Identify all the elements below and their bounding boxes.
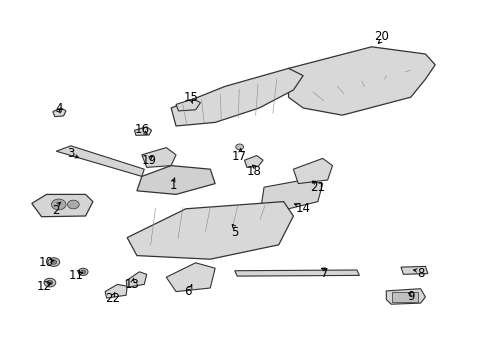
Text: 22: 22: [105, 292, 120, 305]
Polygon shape: [400, 266, 427, 274]
Bar: [391, 292, 417, 302]
Text: 11: 11: [68, 269, 83, 282]
Polygon shape: [244, 156, 263, 167]
Polygon shape: [32, 194, 93, 217]
Circle shape: [78, 268, 88, 275]
Polygon shape: [171, 68, 303, 126]
Polygon shape: [53, 108, 66, 117]
Text: 7: 7: [321, 267, 328, 280]
Polygon shape: [288, 47, 434, 115]
Text: 2: 2: [52, 204, 60, 217]
Text: 20: 20: [373, 30, 388, 42]
Text: 9: 9: [406, 291, 414, 303]
Circle shape: [81, 270, 85, 274]
Text: 6: 6: [184, 285, 192, 298]
Polygon shape: [105, 284, 127, 298]
Polygon shape: [166, 263, 215, 292]
Polygon shape: [386, 289, 425, 304]
Text: 8: 8: [416, 267, 424, 280]
Polygon shape: [234, 270, 359, 276]
Text: 17: 17: [232, 150, 246, 163]
Polygon shape: [126, 272, 146, 287]
Polygon shape: [137, 166, 215, 194]
Polygon shape: [176, 99, 200, 111]
Text: 16: 16: [134, 123, 149, 136]
Text: 10: 10: [39, 256, 54, 269]
Text: 4: 4: [55, 102, 62, 114]
Polygon shape: [293, 158, 332, 184]
Text: 13: 13: [124, 278, 139, 291]
Circle shape: [48, 258, 60, 266]
Polygon shape: [261, 180, 322, 209]
Circle shape: [235, 144, 243, 150]
Circle shape: [51, 199, 66, 210]
Polygon shape: [134, 127, 151, 135]
Circle shape: [67, 200, 79, 209]
Text: 1: 1: [169, 179, 177, 192]
Text: 3: 3: [67, 147, 75, 159]
Text: 18: 18: [246, 165, 261, 177]
Circle shape: [51, 260, 57, 264]
Text: 21: 21: [310, 181, 325, 194]
Text: 15: 15: [183, 91, 198, 104]
Polygon shape: [127, 202, 293, 259]
Polygon shape: [142, 148, 176, 167]
Text: 5: 5: [230, 226, 238, 239]
Text: 12: 12: [37, 280, 51, 293]
Polygon shape: [56, 146, 144, 176]
Circle shape: [47, 280, 53, 285]
Text: 19: 19: [142, 154, 156, 167]
Text: 14: 14: [295, 202, 310, 215]
Circle shape: [44, 278, 56, 287]
